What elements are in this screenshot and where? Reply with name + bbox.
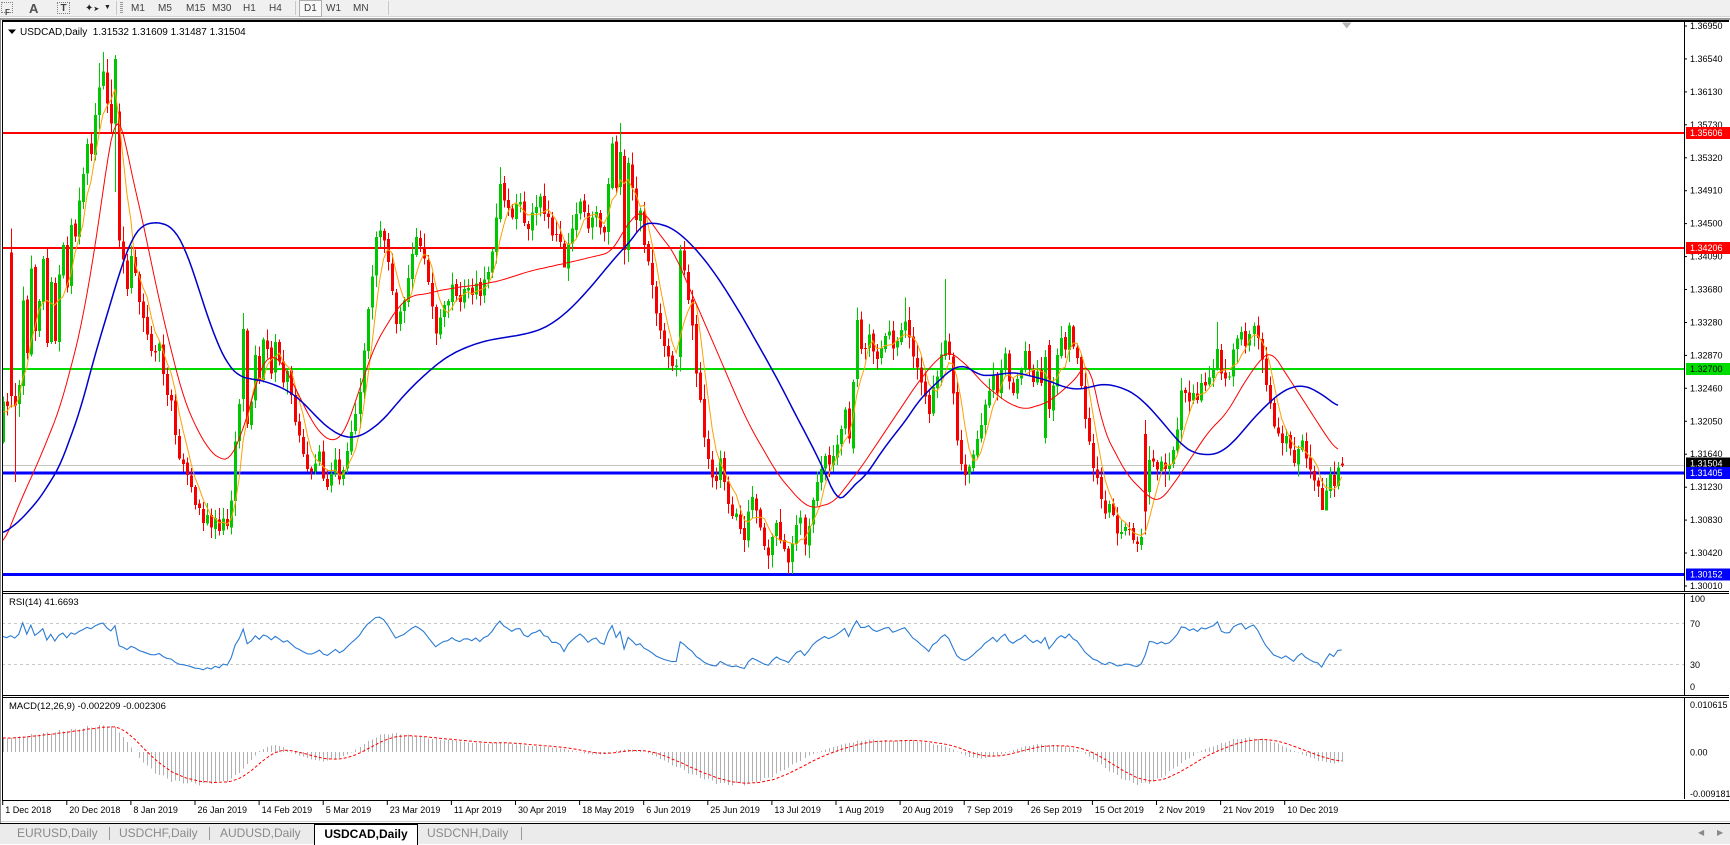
svg-text:1.30010: 1.30010 [1690, 581, 1723, 591]
svg-text:6 Jun 2019: 6 Jun 2019 [646, 805, 691, 815]
svg-text:1.32870: 1.32870 [1690, 350, 1723, 360]
svg-text:1.36540: 1.36540 [1690, 54, 1723, 64]
svg-text:0.00: 0.00 [1690, 748, 1708, 758]
svg-text:0.010615: 0.010615 [1690, 700, 1728, 710]
svg-text:10 Dec 2019: 10 Dec 2019 [1287, 805, 1338, 815]
svg-text:0: 0 [1690, 682, 1695, 692]
svg-text:23 Mar 2019: 23 Mar 2019 [390, 805, 441, 815]
svg-text:1.32460: 1.32460 [1690, 383, 1723, 393]
svg-text:11 Apr 2019: 11 Apr 2019 [454, 805, 502, 815]
svg-text:1.31640: 1.31640 [1690, 449, 1723, 459]
svg-text:1.31230: 1.31230 [1690, 482, 1723, 492]
svg-text:1.36950: 1.36950 [1690, 21, 1723, 31]
svg-text:-0.009181: -0.009181 [1690, 789, 1730, 799]
svg-text:1.34910: 1.34910 [1690, 186, 1723, 196]
svg-text:5 Mar 2019: 5 Mar 2019 [326, 805, 372, 815]
svg-text:1 Dec 2018: 1 Dec 2018 [5, 805, 51, 815]
svg-text:14 Feb 2019: 14 Feb 2019 [262, 805, 313, 815]
svg-text:21 Nov 2019: 21 Nov 2019 [1223, 805, 1274, 815]
svg-text:30: 30 [1690, 660, 1700, 670]
svg-text:1.33280: 1.33280 [1690, 318, 1723, 328]
svg-text:2 Nov 2019: 2 Nov 2019 [1159, 805, 1205, 815]
svg-text:8 Jan 2019: 8 Jan 2019 [133, 805, 178, 815]
svg-text:26 Sep 2019: 26 Sep 2019 [1031, 805, 1082, 815]
svg-text:1.31405: 1.31405 [1690, 468, 1723, 478]
svg-text:1.34090: 1.34090 [1690, 252, 1723, 262]
svg-text:1.36130: 1.36130 [1690, 87, 1723, 97]
svg-text:70: 70 [1690, 619, 1700, 629]
svg-text:100: 100 [1690, 594, 1705, 604]
svg-text:1.30420: 1.30420 [1690, 548, 1723, 558]
svg-text:7 Sep 2019: 7 Sep 2019 [967, 805, 1013, 815]
svg-text:15 Oct 2019: 15 Oct 2019 [1095, 805, 1144, 815]
svg-text:USDCAD,Daily 1.31532 1.31609: USDCAD,Daily 1.31532 1.31609 1.31487 1.3… [20, 27, 246, 38]
svg-text:18 May 2019: 18 May 2019 [582, 805, 634, 815]
svg-text:1.33680: 1.33680 [1690, 285, 1723, 295]
svg-text:1.35730: 1.35730 [1690, 120, 1723, 130]
svg-text:1.35320: 1.35320 [1690, 153, 1723, 163]
svg-text:1.35606: 1.35606 [1690, 128, 1723, 138]
svg-text:MACD(12,26,9) -0.002209 -0.002: MACD(12,26,9) -0.002209 -0.002306 [9, 701, 166, 712]
svg-text:1 Aug 2019: 1 Aug 2019 [839, 805, 885, 815]
svg-text:20 Dec 2018: 20 Dec 2018 [69, 805, 120, 815]
svg-text:1.30152: 1.30152 [1690, 570, 1723, 580]
svg-text:1.32050: 1.32050 [1690, 416, 1723, 426]
svg-text:26 Jan 2019: 26 Jan 2019 [198, 805, 248, 815]
svg-text:RSI(14) 41.6693: RSI(14) 41.6693 [9, 597, 79, 608]
svg-text:25 Jun 2019: 25 Jun 2019 [710, 805, 760, 815]
svg-text:1.31504: 1.31504 [1690, 459, 1723, 469]
svg-text:20 Aug 2019: 20 Aug 2019 [903, 805, 954, 815]
svg-text:1.34500: 1.34500 [1690, 219, 1723, 229]
svg-text:13 Jul 2019: 13 Jul 2019 [774, 805, 821, 815]
svg-text:1.32700: 1.32700 [1690, 364, 1723, 374]
svg-text:1.30830: 1.30830 [1690, 515, 1723, 525]
svg-text:30 Apr 2019: 30 Apr 2019 [518, 805, 567, 815]
svg-text:1.34206: 1.34206 [1690, 243, 1723, 253]
